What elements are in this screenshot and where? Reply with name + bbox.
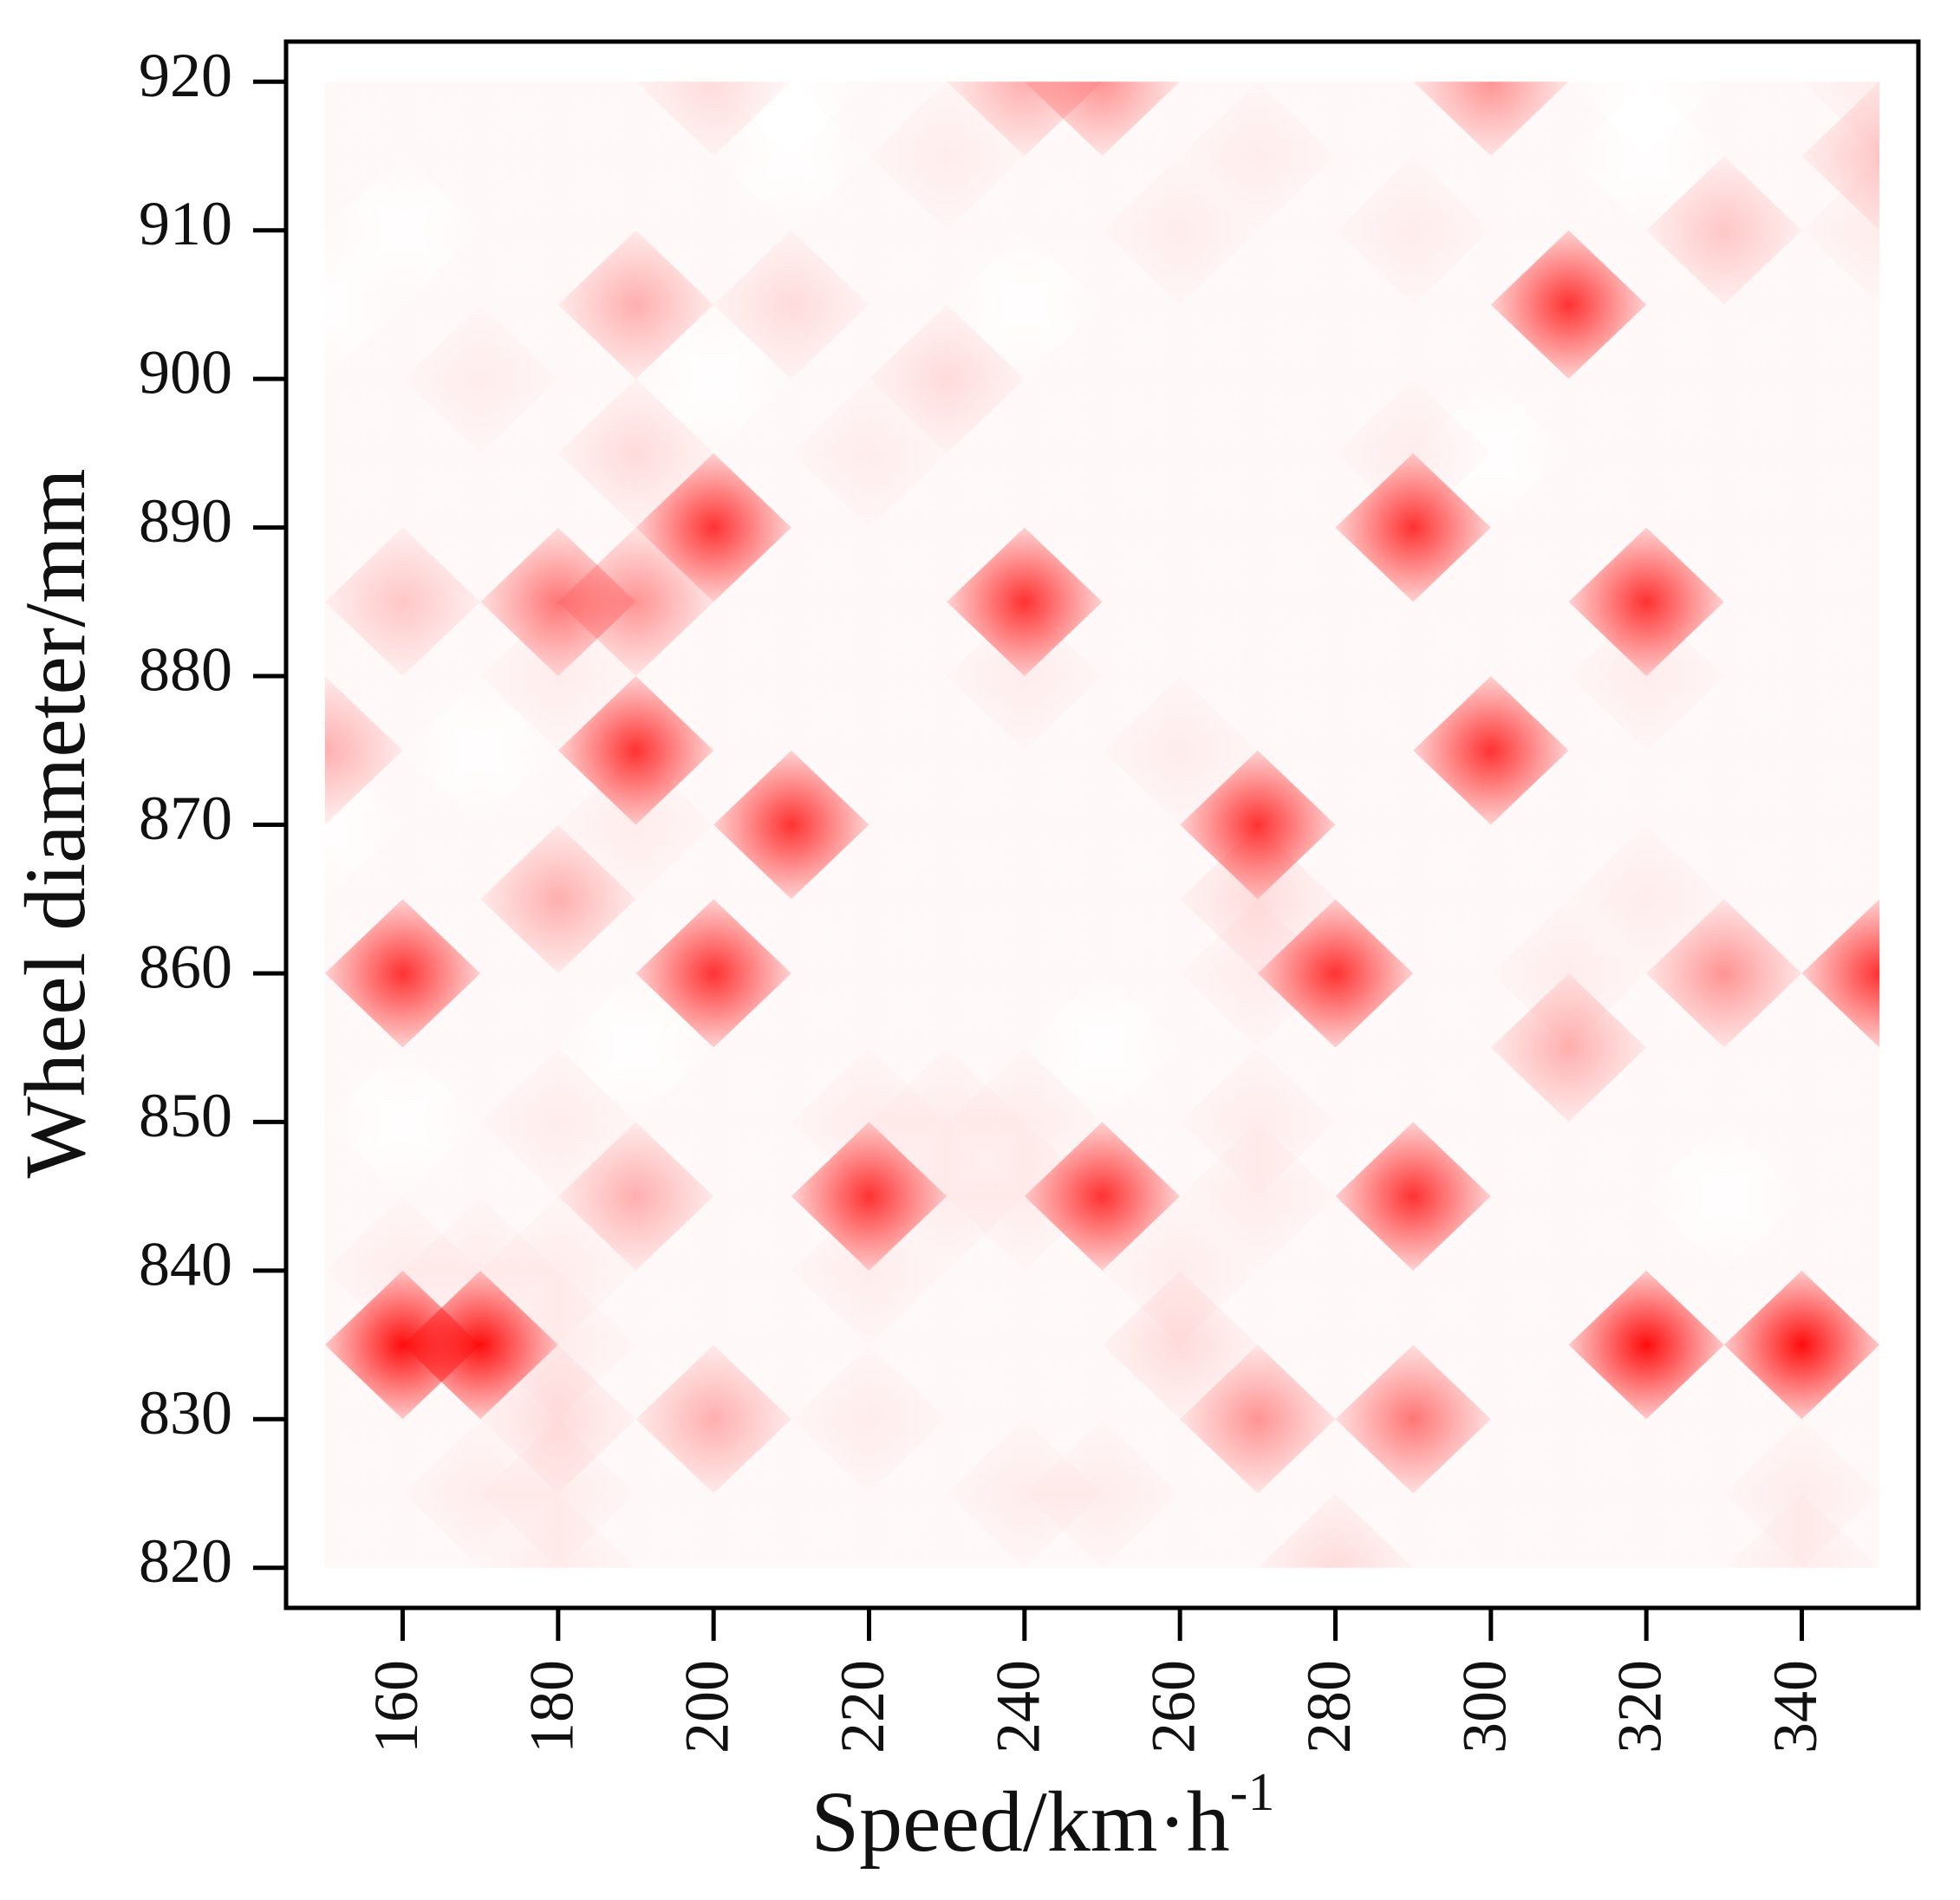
heat-cell xyxy=(324,676,403,825)
heat-cell xyxy=(1335,1344,1491,1493)
y-axis-label: Wheel diameter/mm xyxy=(7,468,103,1178)
heat-cell xyxy=(635,1344,791,1493)
heat-cell xyxy=(1723,1419,1880,1568)
heat-cell xyxy=(635,899,791,1048)
heat-cell xyxy=(480,1344,636,1493)
heat-cell xyxy=(947,1419,1103,1568)
heat-cell xyxy=(557,1122,714,1271)
y-tick-label: 820 xyxy=(139,1526,232,1596)
heat-cell xyxy=(480,1270,636,1420)
heat-cell xyxy=(1490,899,1647,1048)
heat-cell xyxy=(869,81,1025,231)
y-tick-label: 910 xyxy=(139,189,232,258)
x-tick-label: 240 xyxy=(983,1660,1052,1754)
heat-cell xyxy=(1180,1122,1336,1271)
heat-cell xyxy=(791,1344,947,1493)
heat-cell xyxy=(1335,1122,1491,1271)
heat-cell xyxy=(1102,1196,1258,1345)
y-tick-label: 840 xyxy=(139,1229,232,1298)
heat-cell xyxy=(557,379,714,528)
heat-cell xyxy=(1723,1270,1880,1420)
heat-cell xyxy=(1568,824,1724,973)
heat-cell xyxy=(557,527,714,677)
heat-cell xyxy=(869,304,1025,453)
heat-cell xyxy=(1568,1270,1724,1420)
heat-cell xyxy=(1568,527,1724,677)
heat-cell xyxy=(1102,676,1258,825)
heat-cell xyxy=(1024,81,1181,157)
heat-cell xyxy=(557,230,714,380)
heat-cell xyxy=(1257,1493,1414,1568)
y-tick-label: 870 xyxy=(139,784,232,853)
x-tick-label: 260 xyxy=(1139,1660,1208,1754)
heat-cell xyxy=(324,527,481,677)
heat-cell xyxy=(1646,899,1802,1048)
x-tick-label: 340 xyxy=(1761,1660,1830,1754)
y-tick-label: 890 xyxy=(139,486,232,556)
heat-cell xyxy=(1413,81,1569,157)
x-axis-label-sup: -1 xyxy=(1230,1763,1275,1822)
heat-cell xyxy=(1646,156,1802,305)
heat-cell xyxy=(791,379,947,528)
heat-cell xyxy=(1180,899,1336,1048)
heat-cell xyxy=(1413,676,1569,825)
y-tick-label: 900 xyxy=(139,338,232,407)
heat-cell xyxy=(1024,1122,1181,1271)
x-tick-label: 320 xyxy=(1605,1660,1675,1754)
x-tick-label: 160 xyxy=(361,1660,431,1754)
heat-cell xyxy=(1490,230,1647,380)
heat-cell xyxy=(324,899,481,1048)
heat-cell xyxy=(713,750,869,900)
heat-cell xyxy=(1335,156,1491,305)
heat-cell xyxy=(1335,379,1491,528)
heat-cell xyxy=(480,824,636,973)
heat-cell xyxy=(1257,899,1414,1048)
heat-cell xyxy=(635,81,791,157)
heat-cell xyxy=(480,1196,636,1345)
x-axis-label: Speed/km·h-1 xyxy=(811,1763,1275,1870)
x-axis-label-main: Speed/km·h xyxy=(811,1773,1230,1870)
x-tick-label: 200 xyxy=(673,1660,742,1754)
y-tick-label: 860 xyxy=(139,932,232,1001)
y-tick-label: 830 xyxy=(139,1378,232,1448)
heatmap xyxy=(324,81,1880,1568)
heat-cell xyxy=(1801,81,1880,157)
heat-cell xyxy=(1180,1047,1336,1197)
heat-cell xyxy=(1102,1270,1258,1420)
x-tick-label: 220 xyxy=(828,1660,897,1754)
heat-cell xyxy=(713,230,869,380)
heat-cell xyxy=(1801,899,1880,1048)
heat-cell xyxy=(557,676,714,825)
x-tick-label: 280 xyxy=(1294,1660,1364,1754)
heat-cell xyxy=(947,1047,1103,1197)
heat-cell xyxy=(402,1196,558,1345)
x-tick-label: 300 xyxy=(1449,1660,1519,1754)
heat-cell xyxy=(1180,81,1336,231)
heat-cell xyxy=(947,527,1103,677)
y-tick-label: 920 xyxy=(139,41,232,110)
heat-cell xyxy=(480,1047,636,1197)
y-tick-label: 880 xyxy=(139,635,232,705)
heat-cell xyxy=(402,304,558,453)
heat-cell xyxy=(1024,1419,1181,1568)
x-tick-label: 180 xyxy=(517,1660,586,1754)
y-tick-label: 850 xyxy=(139,1081,232,1150)
heat-cell xyxy=(1180,1344,1336,1493)
